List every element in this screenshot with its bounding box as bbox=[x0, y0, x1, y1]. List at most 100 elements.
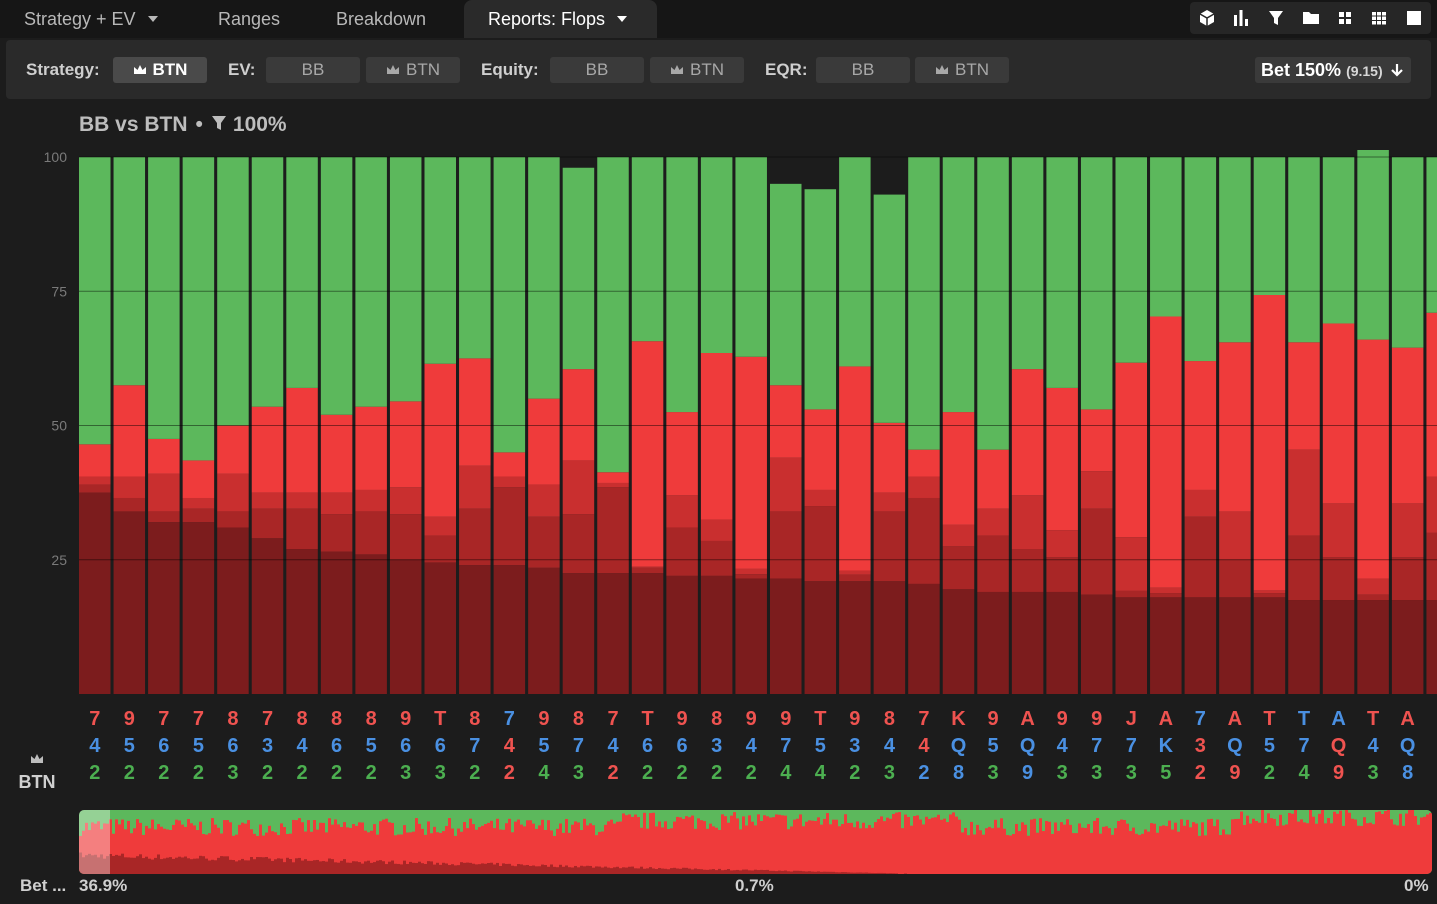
bar-973[interactable] bbox=[1080, 157, 1113, 694]
bar-T43[interactable] bbox=[1357, 150, 1389, 694]
bar-AQ9[interactable] bbox=[1011, 157, 1044, 694]
bet-size-select[interactable]: Bet 150% (9.15) bbox=[1255, 57, 1411, 83]
board-label[interactable]: 8 6 2 bbox=[322, 706, 352, 787]
bar-J73[interactable] bbox=[1115, 157, 1148, 694]
equity-bb-toggle[interactable]: BB bbox=[550, 57, 644, 83]
bar-742[interactable] bbox=[493, 157, 526, 694]
bar-863[interactable] bbox=[217, 157, 249, 694]
bar-954[interactable] bbox=[528, 157, 560, 694]
board-label[interactable]: J 7 3 bbox=[1116, 706, 1146, 787]
bar-962[interactable] bbox=[666, 157, 698, 694]
bar-T54[interactable] bbox=[804, 189, 837, 694]
board-label[interactable]: 9 7 3 bbox=[1082, 706, 1112, 787]
bar-chart-view-button[interactable] bbox=[1224, 2, 1259, 34]
board-label[interactable]: T 5 2 bbox=[1254, 706, 1284, 787]
board-label[interactable]: 8 4 3 bbox=[874, 706, 904, 787]
board-label[interactable]: 8 7 2 bbox=[460, 706, 490, 787]
board-label[interactable]: 7 4 2 bbox=[909, 706, 939, 787]
equity-btn-toggle[interactable]: BTN bbox=[650, 57, 744, 83]
bar-742[interactable] bbox=[908, 157, 940, 694]
bar-952[interactable] bbox=[113, 157, 146, 694]
bar-AQ9[interactable] bbox=[1219, 157, 1251, 694]
eqr-bb-toggle[interactable]: BB bbox=[816, 57, 910, 83]
bar-873[interactable] bbox=[562, 167, 595, 694]
bar-T62[interactable] bbox=[631, 157, 664, 694]
bar-963[interactable] bbox=[389, 157, 422, 694]
board-label[interactable]: 9 7 4 bbox=[771, 706, 801, 787]
bar-942[interactable] bbox=[735, 157, 767, 694]
board-label[interactable]: 9 3 2 bbox=[840, 706, 870, 787]
cube-view-button[interactable] bbox=[1190, 2, 1225, 34]
bar-843[interactable] bbox=[873, 194, 906, 694]
bar-KQ8[interactable] bbox=[942, 157, 975, 694]
bar-943[interactable] bbox=[1046, 157, 1078, 694]
bar-852[interactable] bbox=[355, 157, 387, 694]
board-label[interactable]: 8 4 2 bbox=[287, 706, 317, 787]
tab-ranges[interactable]: Ranges bbox=[194, 0, 312, 38]
folder-button[interactable] bbox=[1293, 2, 1328, 34]
board-label[interactable]: 8 5 2 bbox=[356, 706, 386, 787]
bar-872[interactable] bbox=[459, 157, 491, 694]
filter-button[interactable] bbox=[1259, 2, 1294, 34]
board-label[interactable]: 8 3 2 bbox=[702, 706, 732, 787]
strategy-btn-toggle[interactable]: BTN bbox=[113, 57, 207, 83]
board-label[interactable]: 9 5 2 bbox=[114, 706, 144, 787]
ev-btn-toggle[interactable]: BTN bbox=[366, 57, 460, 83]
tab-strategy-ev[interactable]: Strategy + EV bbox=[0, 0, 194, 38]
board-label[interactable]: 7 3 2 bbox=[253, 706, 283, 787]
board-label[interactable]: 9 5 3 bbox=[978, 706, 1008, 787]
board-label[interactable]: 9 6 2 bbox=[667, 706, 697, 787]
board-label[interactable]: 7 4 2 bbox=[80, 706, 110, 787]
bar-T63[interactable] bbox=[424, 157, 457, 694]
bar-742[interactable] bbox=[79, 157, 111, 694]
overview-strip[interactable] bbox=[79, 810, 1432, 874]
bar-842[interactable] bbox=[286, 157, 318, 694]
ev-bb-toggle[interactable]: BB bbox=[266, 57, 360, 83]
board-label[interactable]: T 5 4 bbox=[805, 706, 835, 787]
board-label[interactable]: 9 4 3 bbox=[1047, 706, 1077, 787]
single-view-button[interactable] bbox=[1397, 2, 1432, 34]
bar-732[interactable] bbox=[251, 157, 284, 694]
bar-AQ8[interactable] bbox=[1391, 157, 1424, 694]
board-label[interactable]: 7 4 2 bbox=[494, 706, 524, 787]
bar-AQ9[interactable] bbox=[1322, 157, 1355, 694]
board-label[interactable]: T 6 3 bbox=[425, 706, 455, 787]
board-label[interactable]: 7 6 2 bbox=[149, 706, 179, 787]
bar-832[interactable] bbox=[700, 157, 733, 694]
compact-grid-button[interactable] bbox=[1328, 2, 1363, 34]
bar-partial[interactable] bbox=[1426, 157, 1437, 694]
grid-button[interactable] bbox=[1362, 2, 1397, 34]
bar-752[interactable] bbox=[182, 157, 215, 694]
board-label[interactable]: 9 6 3 bbox=[391, 706, 421, 787]
eqr-btn-toggle[interactable]: BTN bbox=[915, 57, 1009, 83]
board-label[interactable]: 8 7 3 bbox=[563, 706, 593, 787]
bar-953[interactable] bbox=[977, 157, 1009, 694]
board-label[interactable]: 8 6 3 bbox=[218, 706, 248, 787]
board-label[interactable]: 7 3 2 bbox=[1185, 706, 1215, 787]
board-label[interactable]: 7 4 2 bbox=[598, 706, 628, 787]
bar-732[interactable] bbox=[1184, 157, 1217, 694]
bar-762[interactable] bbox=[148, 157, 180, 694]
board-label[interactable]: T 7 4 bbox=[1289, 706, 1319, 787]
bar-T52[interactable] bbox=[1253, 157, 1286, 694]
overview-scroll-handle[interactable] bbox=[79, 810, 110, 874]
board-label[interactable]: 9 5 4 bbox=[529, 706, 559, 787]
bar-T74[interactable] bbox=[1288, 157, 1320, 694]
tab-breakdown[interactable]: Breakdown bbox=[312, 0, 464, 38]
bar-AK5[interactable] bbox=[1150, 157, 1182, 694]
board-label[interactable]: 7 5 2 bbox=[183, 706, 213, 787]
board-label[interactable]: T 4 3 bbox=[1358, 706, 1388, 787]
board-label[interactable]: T 6 2 bbox=[633, 706, 663, 787]
board-label[interactable]: 9 4 2 bbox=[736, 706, 766, 787]
bar-974[interactable] bbox=[770, 183, 802, 694]
tab-reports-flops[interactable]: Reports: Flops bbox=[464, 0, 657, 38]
bar-862[interactable] bbox=[320, 157, 353, 694]
bar-932[interactable] bbox=[839, 157, 871, 694]
bar-742[interactable] bbox=[597, 157, 629, 694]
